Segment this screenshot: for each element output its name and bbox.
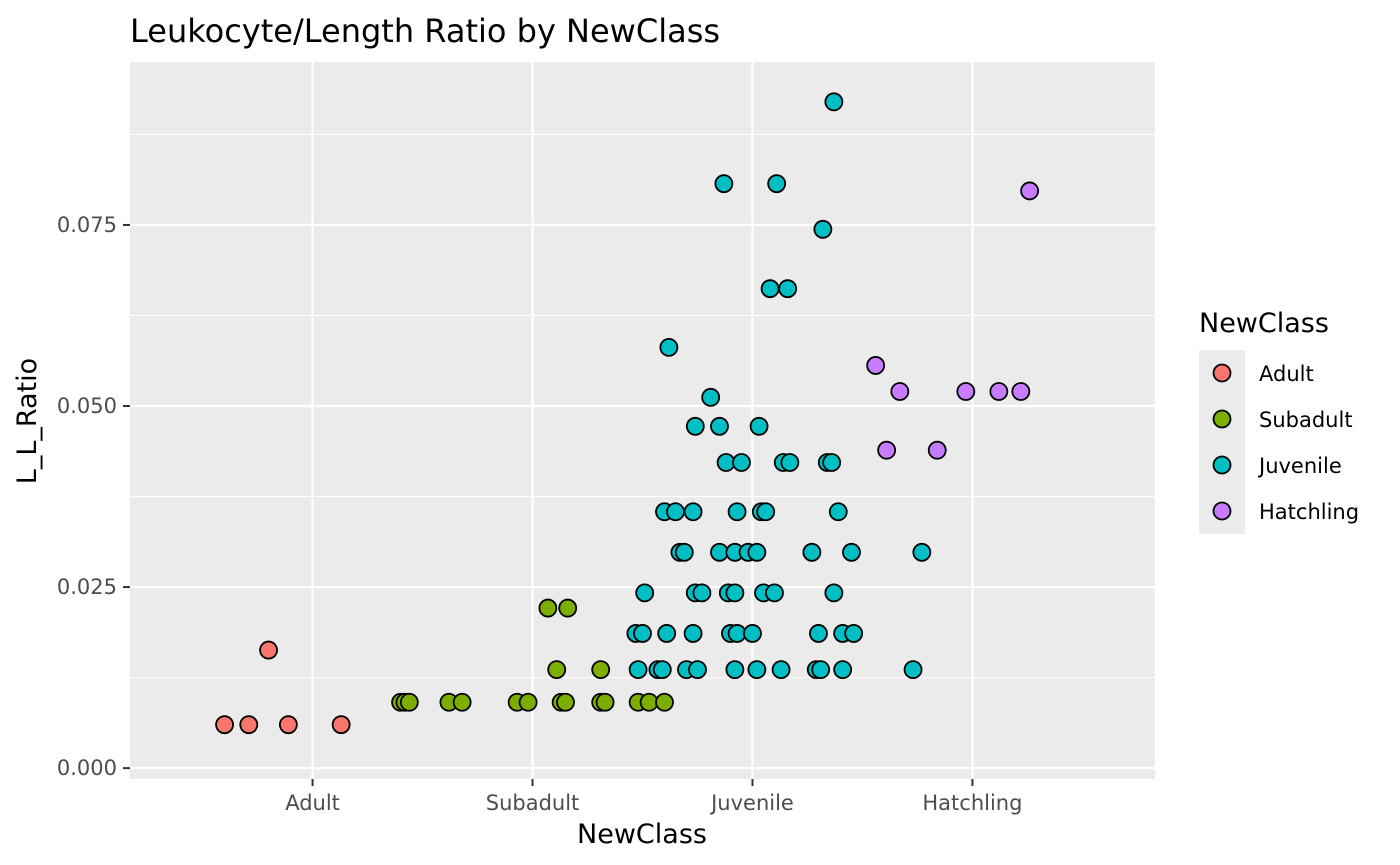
data-point-juvenile (732, 453, 751, 472)
data-point-juvenile (765, 583, 784, 603)
data-point-juvenile (725, 660, 745, 680)
data-point-juvenile (666, 502, 685, 522)
data-point-juvenile (778, 279, 798, 299)
x-tick-label: Juvenile (709, 791, 794, 815)
data-point-juvenile (657, 624, 677, 643)
x-tick-label: Adult (285, 791, 340, 815)
data-point-juvenile (809, 624, 828, 643)
data-point-hatchling (1011, 382, 1031, 401)
legend-title: NewClass (1199, 308, 1329, 339)
data-point-juvenile (747, 542, 767, 562)
legend-label: Subadult (1259, 408, 1353, 432)
minor-gridlines (130, 133, 1155, 679)
y-tick-label: 0.000 (57, 756, 117, 780)
data-point-juvenile (771, 660, 791, 680)
data-point-juvenile (822, 453, 842, 472)
data-point-juvenile (743, 624, 762, 643)
data-point-subadult (538, 598, 558, 618)
data-point-hatchling (877, 440, 897, 460)
data-point-subadult (399, 692, 419, 712)
data-point-subadult (452, 692, 472, 712)
data-point-juvenile (701, 387, 721, 407)
data-point-juvenile (628, 660, 648, 680)
data-point-juvenile (780, 453, 800, 472)
data-point-subadult (556, 692, 575, 712)
data-point-juvenile (727, 502, 747, 522)
data-point-juvenile (747, 660, 767, 680)
data-point-hatchling (956, 382, 976, 401)
data-point-juvenile (824, 92, 844, 112)
data-point-juvenile (842, 542, 861, 562)
x-tick-label: Hatchling (922, 791, 1022, 815)
x-tick-label: Subadult (486, 791, 580, 815)
data-point-adult (331, 715, 351, 735)
legend: NewClass Adult Subadult Juvenile Hatchling (1199, 308, 1359, 534)
data-point-juvenile (813, 219, 833, 239)
data-point-subadult (595, 692, 615, 712)
data-point-juvenile (767, 174, 787, 194)
data-point-juvenile (635, 583, 655, 603)
data-point-adult (259, 640, 278, 660)
legend-marker-adult (1212, 363, 1232, 383)
data-point-subadult (639, 692, 659, 712)
legend-marker-juvenile (1212, 455, 1232, 475)
data-point-hatchling (927, 440, 947, 460)
data-point-juvenile (683, 502, 703, 522)
y-tick-label: 0.075 (57, 213, 117, 237)
x-axis-title: NewClass (577, 819, 707, 850)
data-point-adult (215, 715, 234, 735)
data-point-subadult (655, 692, 674, 712)
data-point-juvenile (760, 279, 780, 299)
data-point-juvenile (652, 660, 672, 680)
data-point-juvenile (749, 416, 769, 436)
data-point-juvenile (833, 660, 853, 680)
data-point-juvenile (828, 502, 848, 522)
data-point-juvenile (727, 624, 747, 643)
data-point-juvenile (674, 542, 694, 562)
data-point-juvenile (716, 453, 736, 472)
data-point-juvenile (710, 542, 729, 562)
y-tick-label: 0.025 (57, 575, 117, 599)
data-point-juvenile (714, 174, 734, 194)
data-point-juvenile (824, 583, 844, 603)
data-point-hatchling (890, 382, 910, 401)
data-point-juvenile (912, 542, 932, 562)
x-axis: Adult Subadult Juvenile Hatchling (285, 779, 1022, 815)
data-point-hatchling (866, 356, 886, 375)
legend-marker-hatchling (1212, 501, 1232, 521)
data-point-juvenile (683, 624, 703, 643)
legend-label: Juvenile (1257, 454, 1342, 478)
data-point-hatchling (989, 382, 1009, 401)
data-point-subadult (547, 660, 567, 680)
data-point-adult (278, 715, 298, 735)
chart-title: Leukocyte/Length Ratio by NewClass (130, 12, 720, 50)
data-point-juvenile (903, 660, 923, 680)
data-point-subadult (558, 598, 578, 618)
data-point-juvenile (633, 624, 652, 643)
y-axis-title: L_L_Ratio (12, 358, 43, 484)
y-axis: 0.000 0.025 0.050 0.075 (57, 213, 130, 780)
data-point-adult (239, 715, 259, 735)
data-point-juvenile (811, 660, 831, 680)
data-point-juvenile (802, 542, 822, 562)
data-point-juvenile (725, 583, 745, 603)
data-point-juvenile (692, 583, 712, 603)
y-tick-label: 0.050 (57, 394, 117, 418)
data-point-juvenile (688, 660, 707, 680)
data-point-subadult (591, 660, 611, 680)
data-point-hatchling (1020, 181, 1040, 201)
legend-label: Adult (1259, 362, 1314, 386)
data-point-juvenile (756, 502, 776, 522)
data-points (215, 92, 1040, 735)
data-point-juvenile (685, 416, 705, 436)
data-point-juvenile (659, 337, 679, 357)
plot-panel (130, 62, 1155, 779)
legend-label: Hatchling (1259, 500, 1359, 524)
data-point-juvenile (844, 624, 864, 643)
data-point-juvenile (710, 416, 729, 436)
data-point-subadult (518, 692, 538, 712)
legend-marker-subadult (1212, 409, 1232, 429)
